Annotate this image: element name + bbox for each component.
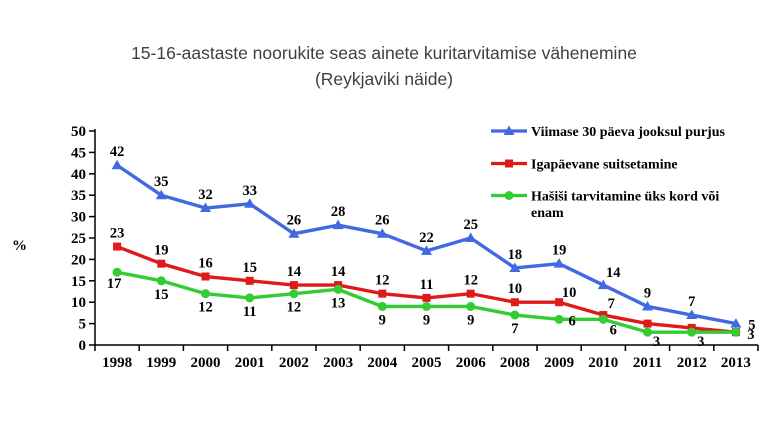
legend: Viimase 30 päeva jooksul purjus Igapäevan… xyxy=(491,125,726,221)
svg-text:1999: 1999 xyxy=(146,355,176,371)
svg-text:26: 26 xyxy=(287,213,302,229)
svg-text:9: 9 xyxy=(379,312,386,328)
series-0-triangle xyxy=(111,159,742,328)
legend-label: Hašiši tarvitamine üks kord või xyxy=(531,190,719,205)
svg-text:12: 12 xyxy=(463,273,478,289)
svg-text:25: 25 xyxy=(71,231,86,247)
svg-text:9: 9 xyxy=(467,312,474,328)
svg-text:25: 25 xyxy=(463,217,478,233)
svg-text:32: 32 xyxy=(198,187,213,203)
svg-text:15: 15 xyxy=(154,287,169,303)
legend-label: Igapäevane suitsetamine xyxy=(531,158,678,173)
svg-text:7: 7 xyxy=(608,296,615,312)
svg-text:12: 12 xyxy=(198,300,213,316)
svg-text:7: 7 xyxy=(511,321,518,337)
series-0-data-labels: 42 35 32 33 26 28 26 22 25 18 19 14 9 7 5 xyxy=(110,144,756,333)
svg-text:2008: 2008 xyxy=(500,355,530,371)
svg-text:19: 19 xyxy=(552,243,567,259)
svg-text:15: 15 xyxy=(71,274,86,290)
svg-text:7: 7 xyxy=(688,294,695,310)
svg-text:3: 3 xyxy=(653,334,660,350)
svg-text:9: 9 xyxy=(644,285,651,301)
legend-item-0: Viimase 30 päeva jooksul purjus xyxy=(491,125,726,140)
axes xyxy=(94,129,758,346)
svg-text:1998: 1998 xyxy=(102,355,132,371)
svg-text:10: 10 xyxy=(508,281,523,297)
svg-text:3: 3 xyxy=(747,327,754,343)
svg-text:12: 12 xyxy=(375,273,390,289)
svg-text:45: 45 xyxy=(71,145,86,161)
legend-label: enam xyxy=(531,206,564,221)
svg-text:35: 35 xyxy=(71,188,86,204)
svg-text:14: 14 xyxy=(606,265,621,281)
x-axis-tick-labels: 1998 1999 2000 2001 2002 2003 2004 2005 2006 2008… xyxy=(94,345,759,371)
chart-title: 15-16-aastaste noorukite seas ainete kur… xyxy=(0,40,768,92)
svg-text:0: 0 xyxy=(79,338,87,354)
svg-text:11: 11 xyxy=(243,304,257,320)
svg-text:16: 16 xyxy=(198,256,213,272)
svg-text:14: 14 xyxy=(287,264,302,280)
svg-text:2012: 2012 xyxy=(677,355,707,371)
series-1-data-labels: 23 19 16 15 14 14 12 11 12 10 10 7 3 xyxy=(110,226,755,344)
svg-text:2001: 2001 xyxy=(235,355,265,371)
chart-title-line1: 15-16-aastaste noorukite seas ainete kur… xyxy=(131,43,637,63)
svg-text:35: 35 xyxy=(154,174,169,190)
svg-text:15: 15 xyxy=(242,260,257,276)
series-2-data-labels: 17 15 12 11 12 13 9 9 9 7 6 6 3 3 xyxy=(107,276,704,350)
svg-text:6: 6 xyxy=(568,313,575,329)
y-axis-tick-labels: 0 5 10 15 20 25 30 35 40 45 50 xyxy=(71,124,95,354)
svg-text:20: 20 xyxy=(71,252,86,268)
svg-text:14: 14 xyxy=(331,264,346,280)
svg-text:18: 18 xyxy=(508,247,523,263)
svg-text:13: 13 xyxy=(331,295,346,311)
svg-text:30: 30 xyxy=(71,210,86,226)
svg-text:5: 5 xyxy=(748,318,755,334)
svg-text:2010: 2010 xyxy=(588,355,618,371)
legend-label: Viimase 30 päeva jooksul purjus xyxy=(531,125,726,140)
svg-text:40: 40 xyxy=(71,167,86,183)
svg-text:19: 19 xyxy=(154,243,169,259)
svg-text:5: 5 xyxy=(79,317,87,333)
svg-text:17: 17 xyxy=(107,276,122,292)
svg-text:2006: 2006 xyxy=(456,355,487,371)
svg-text:9: 9 xyxy=(423,312,430,328)
svg-text:2004: 2004 xyxy=(367,355,398,371)
svg-text:33: 33 xyxy=(242,183,257,199)
svg-text:50: 50 xyxy=(71,124,86,140)
svg-text:22: 22 xyxy=(419,230,434,246)
svg-text:10: 10 xyxy=(562,285,577,301)
svg-text:2011: 2011 xyxy=(633,355,662,371)
legend-item-1: Igapäevane suitsetamine xyxy=(491,158,678,173)
series-2-circle xyxy=(112,267,741,337)
svg-text:2002: 2002 xyxy=(279,355,309,371)
svg-text:2013: 2013 xyxy=(721,355,751,371)
svg-text:%: % xyxy=(12,238,27,254)
svg-text:42: 42 xyxy=(110,144,125,160)
svg-text:28: 28 xyxy=(331,204,346,220)
svg-text:3: 3 xyxy=(697,334,704,350)
svg-text:12: 12 xyxy=(287,300,302,316)
svg-text:10: 10 xyxy=(71,295,86,311)
chart-title-line2: (Reykjaviki näide) xyxy=(314,69,454,89)
svg-text:2000: 2000 xyxy=(191,355,221,371)
svg-text:11: 11 xyxy=(420,277,434,293)
y-axis-percent-label: % xyxy=(12,238,27,254)
svg-text:2005: 2005 xyxy=(412,355,442,371)
svg-text:2003: 2003 xyxy=(323,355,353,371)
svg-text:23: 23 xyxy=(110,226,125,242)
svg-text:6: 6 xyxy=(610,322,617,338)
svg-text:2009: 2009 xyxy=(544,355,574,371)
svg-text:26: 26 xyxy=(375,213,390,229)
